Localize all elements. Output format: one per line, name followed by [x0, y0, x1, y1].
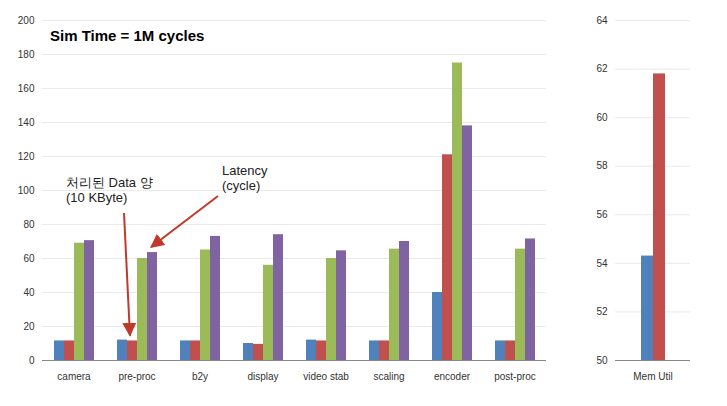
svg-text:80: 80	[23, 219, 35, 230]
svg-text:scaling: scaling	[373, 371, 404, 382]
svg-text:58: 58	[596, 160, 608, 171]
svg-text:54: 54	[596, 258, 608, 269]
svg-text:64: 64	[596, 15, 608, 26]
svg-text:62: 62	[596, 63, 608, 74]
svg-text:180: 180	[18, 49, 35, 60]
svg-text:200: 200	[18, 15, 35, 26]
svg-text:60: 60	[596, 112, 608, 123]
svg-text:56: 56	[596, 209, 608, 220]
html-text:Sim Time = 1M cycles: Sim Time = 1M cycles	[50, 27, 205, 44]
svg-text:60: 60	[23, 253, 35, 264]
html-text:Latency (cycle): Latency (cycle)	[222, 163, 268, 193]
svg-text:pre-proc: pre-proc	[118, 371, 155, 382]
svg-text:video stab: video stab	[303, 371, 349, 382]
svg-text:post-proc: post-proc	[494, 371, 536, 382]
svg-text:120: 120	[18, 151, 35, 162]
svg-text:160: 160	[18, 83, 35, 94]
svg-text:100: 100	[18, 185, 35, 196]
svg-text:Mem Util: Mem Util	[633, 371, 672, 382]
svg-text:140: 140	[18, 117, 35, 128]
svg-text:40: 40	[23, 287, 35, 298]
svg-text:0: 0	[29, 355, 35, 366]
svg-text:50: 50	[596, 355, 608, 366]
svg-text:encoder: encoder	[434, 371, 471, 382]
svg-text:52: 52	[596, 306, 608, 317]
html-text:처리된 Data 양 (10 KByte): 처리된 Data 양 (10 KByte)	[66, 175, 153, 205]
svg-text:display: display	[247, 371, 278, 382]
svg-text:b2y: b2y	[192, 371, 208, 382]
svg-text:camera: camera	[57, 371, 91, 382]
svg-text:20: 20	[23, 321, 35, 332]
